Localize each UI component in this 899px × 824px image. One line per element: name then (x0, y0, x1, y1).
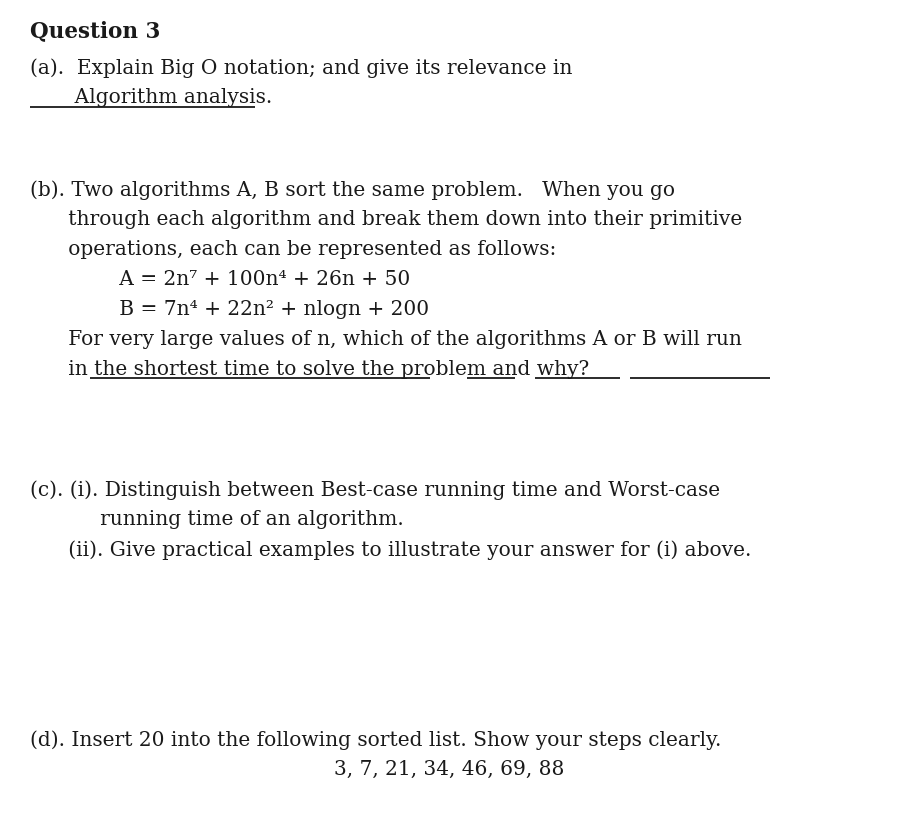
Text: operations, each can be represented as follows:: operations, each can be represented as f… (30, 240, 556, 259)
Text: A = 2n⁷ + 100n⁴ + 26n + 50: A = 2n⁷ + 100n⁴ + 26n + 50 (30, 270, 410, 289)
Text: Question 3: Question 3 (30, 20, 160, 42)
Text: For very large values of n, which of the algorithms A or B will run: For very large values of n, which of the… (30, 330, 742, 349)
Text: 3, 7, 21, 34, 46, 69, 88: 3, 7, 21, 34, 46, 69, 88 (334, 760, 565, 779)
Text: (ii). Give practical examples to illustrate your answer for (i) above.: (ii). Give practical examples to illustr… (30, 540, 752, 559)
Text: (b). Two algorithms A, B sort the same problem.   When you go: (b). Two algorithms A, B sort the same p… (30, 180, 675, 199)
Text: (d). Insert 20 into the following sorted list. Show your steps clearly.: (d). Insert 20 into the following sorted… (30, 730, 721, 750)
Text: in the shortest time to solve the problem and why?: in the shortest time to solve the proble… (30, 360, 589, 379)
Text: running time of an algorithm.: running time of an algorithm. (30, 510, 404, 529)
Text: (a).  Explain Big O notation; and give its relevance in: (a). Explain Big O notation; and give it… (30, 58, 573, 77)
Text: through each algorithm and break them down into their primitive: through each algorithm and break them do… (30, 210, 743, 229)
Text: Algorithm analysis.: Algorithm analysis. (30, 88, 272, 107)
Text: (c). (i). Distinguish between Best-case running time and Worst-case: (c). (i). Distinguish between Best-case … (30, 480, 720, 499)
Text: B = 7n⁴ + 22n² + nlogn + 200: B = 7n⁴ + 22n² + nlogn + 200 (30, 300, 429, 319)
